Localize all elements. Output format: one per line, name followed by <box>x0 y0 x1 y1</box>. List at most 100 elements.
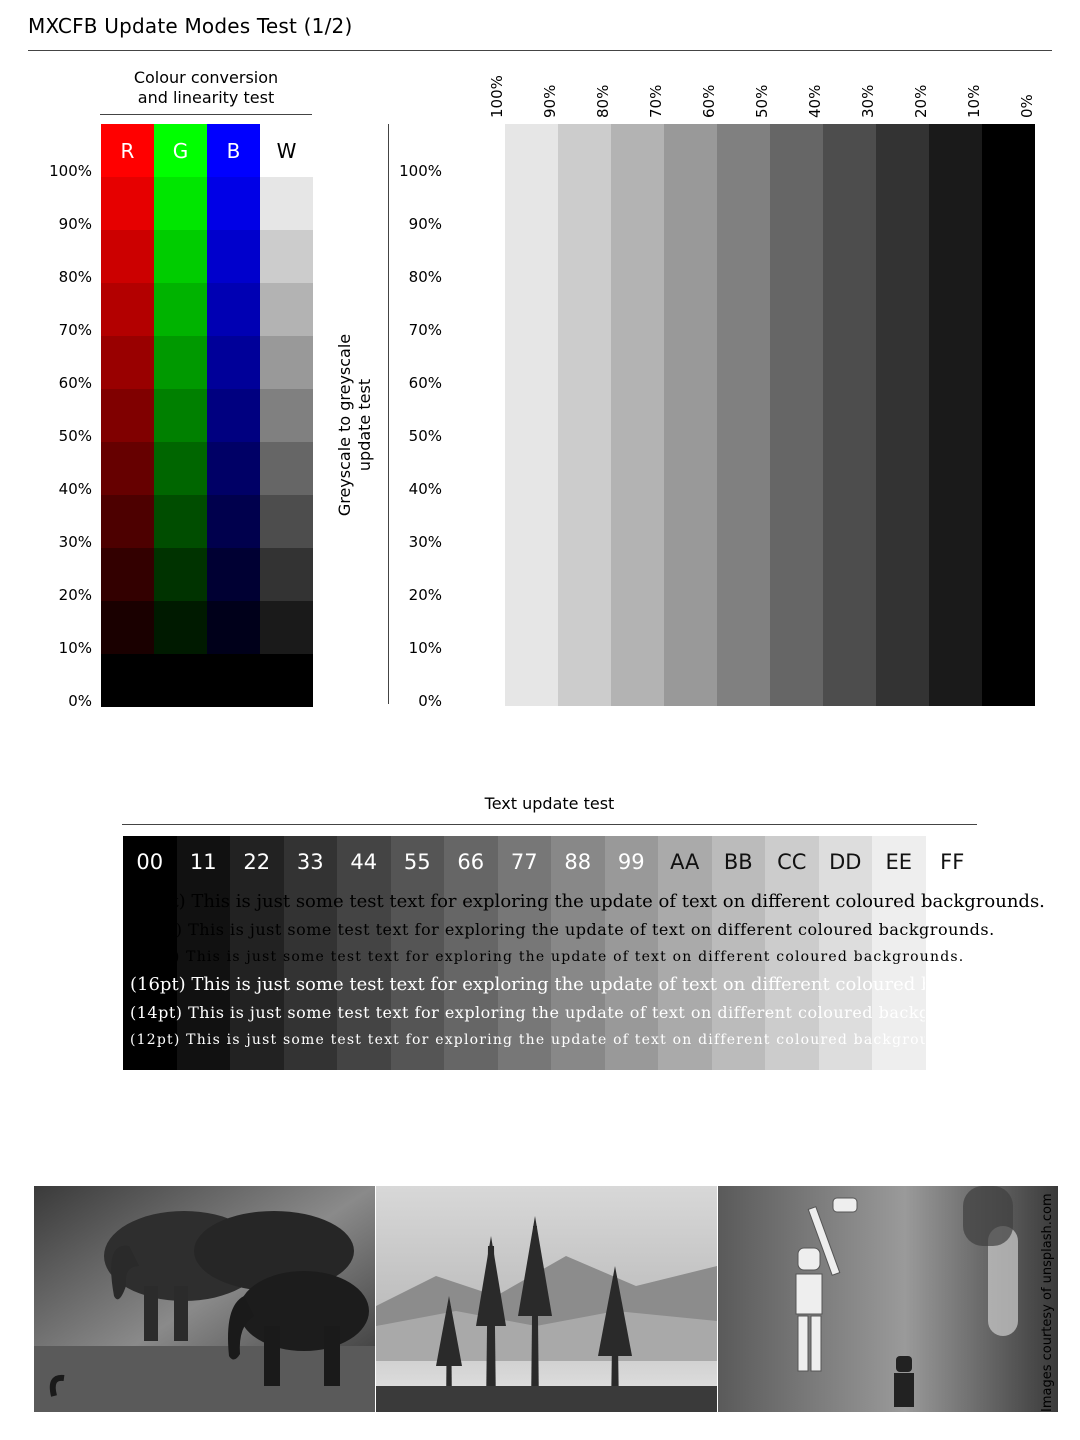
colour-test-heading-line2: and linearity test <box>137 88 275 107</box>
greyscale-top-label: 30% <box>859 84 877 118</box>
text-test-light-line: (12pt) This is just some test text for e… <box>130 1032 925 1048</box>
text-test-hex-label: 99 <box>617 850 645 874</box>
colour-swatch-g-10% <box>154 601 207 654</box>
colour-swatch-r-0% <box>101 654 154 707</box>
text-test-dark-line: (12pt) This is just some test text for e… <box>130 949 965 965</box>
colour-column-header-r: R <box>101 124 154 177</box>
greyscale-column <box>982 124 1035 706</box>
colour-level-label: 100% <box>49 162 92 180</box>
colour-swatch-b-70% <box>207 283 260 336</box>
colour-swatch-r-50% <box>101 389 154 442</box>
colour-swatch-r-60% <box>101 336 154 389</box>
stormtrooper-photo <box>718 1186 1058 1412</box>
greyscale-column <box>876 124 929 706</box>
greyscale-test-strip <box>452 124 1035 706</box>
colour-swatch-w-10% <box>260 601 313 654</box>
colour-level-label: 90% <box>58 215 92 233</box>
greyscale-side-label: 100% <box>399 162 442 180</box>
colour-swatch-r-70% <box>101 283 154 336</box>
greyscale-side-label: 50% <box>408 427 442 445</box>
text-test-hex-label: AA <box>670 850 700 874</box>
greyscale-top-label: 70% <box>647 84 665 118</box>
greyscale-test-heading: Greyscale to greyscale update test <box>335 330 375 520</box>
colour-swatch-b-60% <box>207 336 260 389</box>
greyscale-top-label: 20% <box>912 84 930 118</box>
greyscale-side-label: 90% <box>408 215 442 233</box>
colour-column-g: G <box>154 124 207 707</box>
text-test-hex-label: 88 <box>564 850 592 874</box>
colour-column-header-b: B <box>207 124 260 177</box>
text-test-swatch: 66 <box>444 836 498 1070</box>
greyscale-side-label: 10% <box>408 639 442 657</box>
colour-swatch-w-60% <box>260 336 313 389</box>
colour-swatch-r-80% <box>101 230 154 283</box>
text-test-swatch: 22 <box>230 836 284 1070</box>
text-test-light-line: (14pt) This is just some test text for e… <box>130 1003 925 1022</box>
colour-swatch-w-30% <box>260 495 313 548</box>
image-credit: Images courtesy of unsplash.com <box>1040 1193 1055 1412</box>
colour-column-header-g: G <box>154 124 207 177</box>
colour-swatch-b-80% <box>207 230 260 283</box>
colour-level-label: 60% <box>58 374 92 392</box>
greyscale-column <box>611 124 664 706</box>
greyscale-test-heading-line1: Greyscale to greyscale <box>335 333 354 517</box>
greyscale-column <box>770 124 823 706</box>
colour-swatch-g-0% <box>154 654 207 707</box>
colour-level-label: 50% <box>58 427 92 445</box>
colour-column-r: R <box>101 124 154 707</box>
colour-swatch-w-90% <box>260 177 313 230</box>
text-test-swatch: 33 <box>283 836 337 1070</box>
text-test-swatch: EE <box>872 836 926 1070</box>
text-test-hex-label: CC <box>777 850 807 874</box>
colour-level-label: 30% <box>58 533 92 551</box>
colour-level-label: 10% <box>58 639 92 657</box>
colour-swatch-r-30% <box>101 495 154 548</box>
text-test-block: 00 11 22 33 44 55 66 77 88 99 AA BB CC DD EE FF (16pt) T… <box>123 836 1045 1070</box>
greyscale-test-heading-line2: update test <box>355 378 374 472</box>
title-divider <box>28 50 1052 51</box>
colour-swatch-w-0% <box>260 654 313 707</box>
text-test-dark-line: (14pt) This is just some test text for e… <box>130 920 995 939</box>
colour-swatch-g-70% <box>154 283 207 336</box>
text-test-hex-label: 33 <box>296 850 324 874</box>
text-test-light-line-clip: (12pt) This is just some test text for e… <box>123 1032 925 1058</box>
colour-swatch-g-60% <box>154 336 207 389</box>
colour-swatch-g-40% <box>154 442 207 495</box>
greyscale-column <box>558 124 611 706</box>
colour-swatch-g-90% <box>154 177 207 230</box>
colour-level-label: 0% <box>68 692 92 710</box>
text-test-hex-label: 22 <box>243 850 271 874</box>
colour-swatch-g-30% <box>154 495 207 548</box>
colour-swatch-w-70% <box>260 283 313 336</box>
greyscale-top-label: 90% <box>541 84 559 118</box>
text-test-hex-label: DD <box>829 850 862 874</box>
text-test-swatch: BB <box>711 836 765 1070</box>
greyscale-column <box>505 124 558 706</box>
colour-swatch-b-30% <box>207 495 260 548</box>
greyscale-top-label: 40% <box>806 84 824 118</box>
text-test-swatch: 00 <box>123 836 177 1070</box>
greyscale-column <box>929 124 982 706</box>
greyscale-column <box>664 124 717 706</box>
greyscale-side-label: 80% <box>408 268 442 286</box>
text-test-swatch: 88 <box>551 836 605 1070</box>
greyscale-side-label: 30% <box>408 533 442 551</box>
colour-swatch-r-10% <box>101 601 154 654</box>
text-test-swatch: 99 <box>604 836 658 1070</box>
text-test-light-line: (16pt) This is just some test text for e… <box>130 974 925 995</box>
colour-swatch-b-20% <box>207 548 260 601</box>
colour-level-label: 80% <box>58 268 92 286</box>
colour-level-label: 40% <box>58 480 92 498</box>
colour-test-heading: Colour conversion and linearity test <box>100 68 312 108</box>
text-test-hex-label: 00 <box>136 850 164 874</box>
text-test-swatch: AA <box>658 836 712 1070</box>
greyscale-side-label: 20% <box>408 586 442 604</box>
colour-test-divider <box>100 114 312 115</box>
colour-swatch-r-90% <box>101 177 154 230</box>
text-test-hex-label: 11 <box>189 850 217 874</box>
text-test-hex-label: 55 <box>403 850 431 874</box>
greyscale-column <box>717 124 770 706</box>
colour-swatch-w-80% <box>260 230 313 283</box>
greyscale-top-label: 100% <box>488 75 506 118</box>
